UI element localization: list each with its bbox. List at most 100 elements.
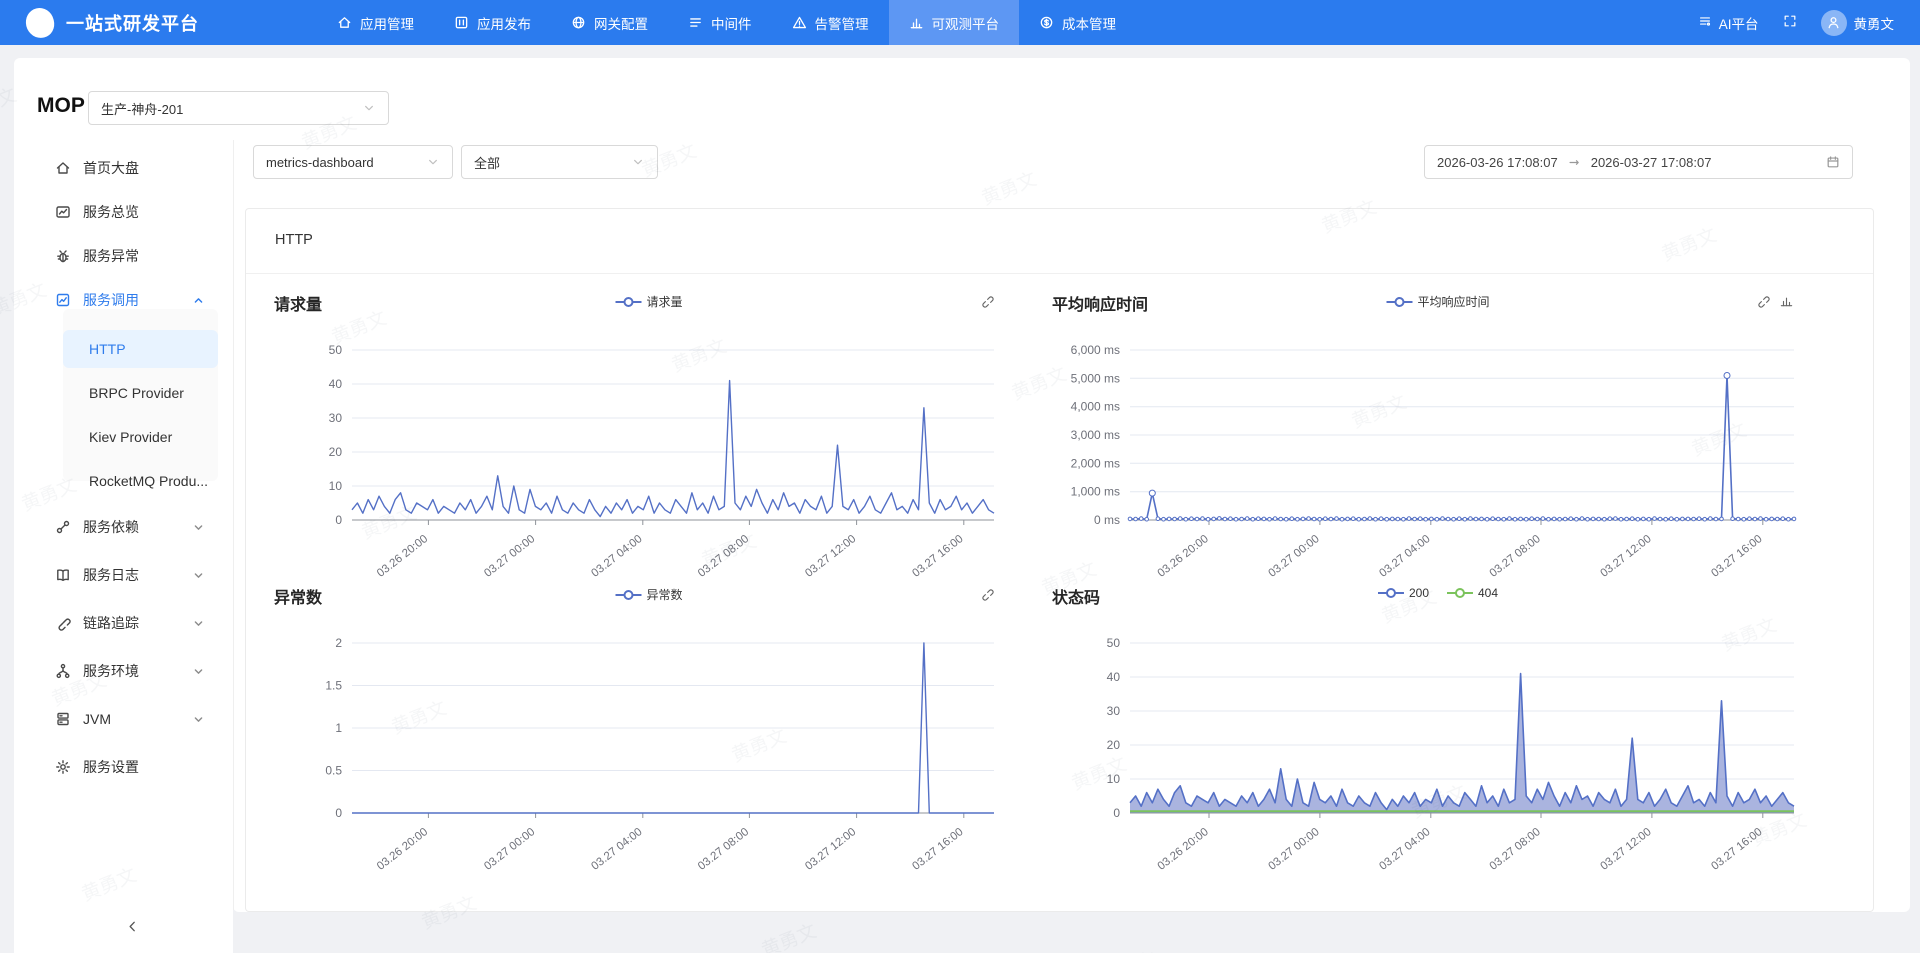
settings-icon: [55, 759, 71, 775]
svg-text:03.27 00:00: 03.27 00:00: [1266, 533, 1321, 580]
home-icon: [337, 15, 352, 30]
sidebar-item-服务调用[interactable]: 服务调用: [14, 278, 233, 322]
chart-canvas: 0102030405003.26 20:0003.27 00:0003.27 0…: [1052, 628, 1824, 878]
dependency-icon: [55, 519, 71, 535]
project-select[interactable]: 生产-神舟-201: [88, 91, 389, 125]
chart-avg-response-time: 平均响应时间平均响应时间0 ms1,000 ms2,000 ms3,000 ms…: [1052, 285, 1824, 585]
sidebar-item-链路追踪[interactable]: 链路追踪: [14, 601, 233, 645]
svg-text:03.27 12:00: 03.27 12:00: [803, 533, 858, 580]
svg-text:20: 20: [329, 445, 343, 459]
sidebar-item-服务异常[interactable]: 服务异常: [14, 234, 233, 278]
sidebar-item-服务设置[interactable]: 服务设置: [14, 745, 233, 789]
nav-ai-platform[interactable]: AI平台: [1698, 13, 1759, 33]
svg-text:0 ms: 0 ms: [1094, 513, 1120, 527]
svg-text:03.27 12:00: 03.27 12:00: [1598, 533, 1653, 580]
fullscreen-icon: [1783, 14, 1797, 31]
svg-text:03.27 12:00: 03.27 12:00: [803, 826, 858, 873]
legend-item-404[interactable]: 404: [1447, 586, 1498, 600]
svg-text:30: 30: [329, 411, 343, 425]
chevron-up-icon: [192, 294, 205, 307]
svg-text:03.26 20:00: 03.26 20:00: [1156, 533, 1211, 580]
legend-item-200[interactable]: 200: [1378, 586, 1429, 600]
page-root: 一站式研发平台 应用管理应用发布网关配置中间件告警管理可观测平台成本管理 AI平…: [0, 0, 1920, 953]
link-icon[interactable]: [979, 586, 994, 601]
nav-item-应用管理[interactable]: 应用管理: [317, 0, 434, 45]
svg-text:03.27 04:00: 03.27 04:00: [1377, 826, 1432, 873]
svg-text:10: 10: [1107, 772, 1121, 786]
sidebar-collapse-button[interactable]: [118, 912, 146, 940]
dashboard-select[interactable]: metrics-dashboard: [253, 145, 453, 179]
sidebar-subitem-BRPC Provider[interactable]: BRPC Provider: [63, 374, 218, 412]
date-range-picker[interactable]: 2026-03-26 17:08:07 2026-03-27 17:08:07: [1424, 145, 1853, 179]
svg-text:1.5: 1.5: [325, 679, 342, 693]
sidebar-item-首页大盘[interactable]: 首页大盘: [14, 146, 233, 190]
trace-icon: [55, 615, 71, 631]
svg-text:3,000 ms: 3,000 ms: [1071, 428, 1120, 442]
cost-icon: [1039, 15, 1054, 30]
svg-text:03.27 04:00: 03.27 04:00: [589, 533, 644, 580]
user-menu[interactable]: 黄勇文: [1821, 10, 1895, 36]
svg-text:1,000 ms: 1,000 ms: [1071, 485, 1120, 499]
link-icon[interactable]: [1755, 293, 1770, 308]
brand: 一站式研发平台: [0, 0, 199, 45]
chevron-down-icon: [192, 521, 205, 534]
chart-legend: 200 404: [1378, 586, 1498, 600]
sidebar-item-JVM[interactable]: JVM: [14, 697, 233, 741]
expand-icon[interactable]: [1003, 293, 1018, 308]
avatar: [1821, 10, 1847, 36]
chart-icon[interactable]: [1779, 293, 1794, 308]
svg-text:03.27 16:00: 03.27 16:00: [910, 533, 965, 580]
calendar-icon: [1826, 155, 1840, 169]
nav-item-应用发布[interactable]: 应用发布: [434, 0, 551, 45]
sidebar-item-服务依赖[interactable]: 服务依赖: [14, 505, 233, 549]
legend-item-平均响应时间[interactable]: 平均响应时间: [1386, 293, 1489, 310]
expand-icon[interactable]: [1803, 586, 1818, 601]
chart-toolbar: [979, 586, 1018, 601]
sidebar-item-服务日志[interactable]: 服务日志: [14, 553, 233, 597]
legend-item-异常数[interactable]: 异常数: [615, 586, 682, 603]
sidebar-item-服务环境[interactable]: 服务环境: [14, 649, 233, 693]
nav-item-网关配置[interactable]: 网关配置: [551, 0, 668, 45]
sidebar-subitem-Kiev Provider[interactable]: Kiev Provider: [63, 418, 218, 456]
nav-item-可观测平台[interactable]: 可观测平台: [889, 0, 1020, 45]
globe-icon: [571, 15, 586, 30]
svg-text:6,000 ms: 6,000 ms: [1071, 343, 1120, 357]
link-icon[interactable]: [979, 293, 994, 308]
svg-text:30: 30: [1107, 704, 1121, 718]
env-icon: [55, 663, 71, 679]
nav-item-成本管理[interactable]: 成本管理: [1019, 0, 1136, 45]
nav-item-告警管理[interactable]: 告警管理: [772, 0, 889, 45]
legend-item-请求量[interactable]: 请求量: [615, 293, 682, 310]
svg-text:1: 1: [335, 721, 342, 735]
chart-status-codes: 状态码2004040102030405003.26 20:0003.27 00:…: [1052, 578, 1824, 878]
svg-text:0: 0: [335, 806, 342, 820]
svg-text:03.27 12:00: 03.27 12:00: [1598, 826, 1653, 873]
scope-select[interactable]: 全部: [461, 145, 658, 179]
svg-text:40: 40: [1107, 670, 1121, 684]
svg-text:50: 50: [1107, 636, 1121, 650]
svg-text:4,000 ms: 4,000 ms: [1071, 400, 1120, 414]
expand-icon[interactable]: [1803, 293, 1818, 308]
svg-text:40: 40: [329, 377, 343, 391]
chevron-down-icon: [192, 617, 205, 630]
sidebar-subitem-HTTP[interactable]: HTTP: [63, 330, 218, 368]
jvm-icon: [55, 711, 71, 727]
svg-text:5,000 ms: 5,000 ms: [1071, 371, 1120, 385]
chevron-down-icon: [631, 155, 645, 169]
fullscreen-button[interactable]: [1783, 14, 1797, 31]
chevron-down-icon: [426, 155, 440, 169]
svg-text:0.5: 0.5: [325, 764, 342, 778]
section-title: HTTP: [275, 232, 313, 248]
chart-title: 状态码: [1052, 584, 1100, 608]
chart-legend: 请求量: [615, 293, 682, 310]
sidebar-subitem-RocketMQ Produ...[interactable]: RocketMQ Produ...: [63, 462, 218, 500]
svg-text:2: 2: [335, 636, 342, 650]
expand-icon[interactable]: [1003, 586, 1018, 601]
observability-icon: [909, 15, 924, 30]
svg-text:0: 0: [335, 513, 342, 527]
sidebar-item-服务总览[interactable]: 服务总览: [14, 190, 233, 234]
svg-text:03.27 08:00: 03.27 08:00: [1488, 826, 1543, 873]
invoke-icon: [55, 292, 71, 308]
nav-item-中间件[interactable]: 中间件: [668, 0, 772, 45]
chart-toolbar: [979, 293, 1018, 308]
